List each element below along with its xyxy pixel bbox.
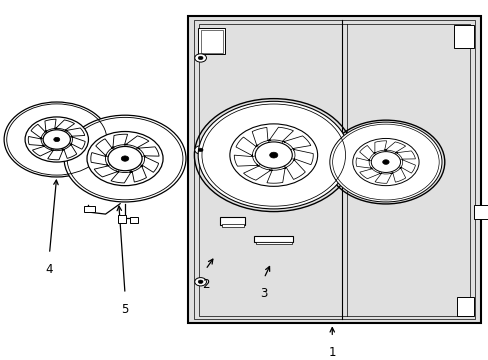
Text: 4: 4 <box>45 263 53 276</box>
Ellipse shape <box>108 147 142 171</box>
Polygon shape <box>31 124 47 138</box>
Polygon shape <box>125 136 149 149</box>
Ellipse shape <box>370 152 400 172</box>
Polygon shape <box>141 156 158 172</box>
Polygon shape <box>111 171 131 183</box>
Ellipse shape <box>25 117 88 162</box>
Ellipse shape <box>87 131 163 186</box>
Bar <box>199 24 469 316</box>
Ellipse shape <box>229 124 317 186</box>
Polygon shape <box>399 159 415 173</box>
Polygon shape <box>374 173 391 183</box>
Bar <box>220 217 245 225</box>
Ellipse shape <box>54 138 60 141</box>
Polygon shape <box>266 168 285 183</box>
Polygon shape <box>234 154 257 166</box>
Polygon shape <box>91 153 107 166</box>
Polygon shape <box>112 134 127 147</box>
Bar <box>118 215 126 223</box>
Polygon shape <box>373 141 386 153</box>
Bar <box>130 216 138 223</box>
Polygon shape <box>268 127 293 142</box>
Ellipse shape <box>4 102 109 177</box>
Bar <box>453 25 473 48</box>
Polygon shape <box>359 145 375 160</box>
Polygon shape <box>283 160 305 179</box>
Circle shape <box>198 148 203 152</box>
Bar <box>456 297 473 316</box>
Polygon shape <box>385 142 405 153</box>
Text: 3: 3 <box>260 287 267 300</box>
Ellipse shape <box>269 152 277 158</box>
Polygon shape <box>396 151 415 161</box>
Polygon shape <box>61 144 77 158</box>
Bar <box>188 16 480 323</box>
Ellipse shape <box>43 130 70 149</box>
Ellipse shape <box>382 160 388 164</box>
Polygon shape <box>45 119 57 131</box>
Bar <box>194 21 474 319</box>
Polygon shape <box>252 127 270 146</box>
Polygon shape <box>48 150 63 160</box>
Circle shape <box>194 278 206 286</box>
Text: 1: 1 <box>328 346 335 359</box>
Polygon shape <box>243 164 270 180</box>
Circle shape <box>194 146 206 154</box>
Polygon shape <box>355 158 370 168</box>
Bar <box>83 206 95 212</box>
Bar <box>198 28 224 54</box>
Circle shape <box>198 56 203 60</box>
Polygon shape <box>94 164 118 177</box>
Polygon shape <box>55 120 74 131</box>
Polygon shape <box>28 136 43 146</box>
Ellipse shape <box>329 122 441 202</box>
Polygon shape <box>283 136 310 150</box>
Polygon shape <box>70 136 85 149</box>
Polygon shape <box>236 137 258 156</box>
Bar <box>255 242 291 244</box>
Ellipse shape <box>255 142 292 168</box>
Bar <box>473 206 488 219</box>
Polygon shape <box>359 167 380 179</box>
Ellipse shape <box>198 101 348 209</box>
Polygon shape <box>66 128 84 138</box>
Ellipse shape <box>352 139 418 186</box>
Ellipse shape <box>64 115 185 202</box>
Polygon shape <box>32 145 52 156</box>
Polygon shape <box>293 149 313 165</box>
Text: 5: 5 <box>121 303 128 316</box>
Polygon shape <box>129 166 146 182</box>
Bar <box>200 30 222 53</box>
Ellipse shape <box>121 156 128 161</box>
Polygon shape <box>138 147 159 158</box>
Circle shape <box>194 54 206 62</box>
Polygon shape <box>96 139 114 156</box>
Polygon shape <box>390 168 405 182</box>
Circle shape <box>198 280 203 283</box>
Bar <box>221 224 244 227</box>
Bar <box>254 235 293 242</box>
Bar <box>85 140 100 148</box>
Text: 2: 2 <box>202 278 209 291</box>
